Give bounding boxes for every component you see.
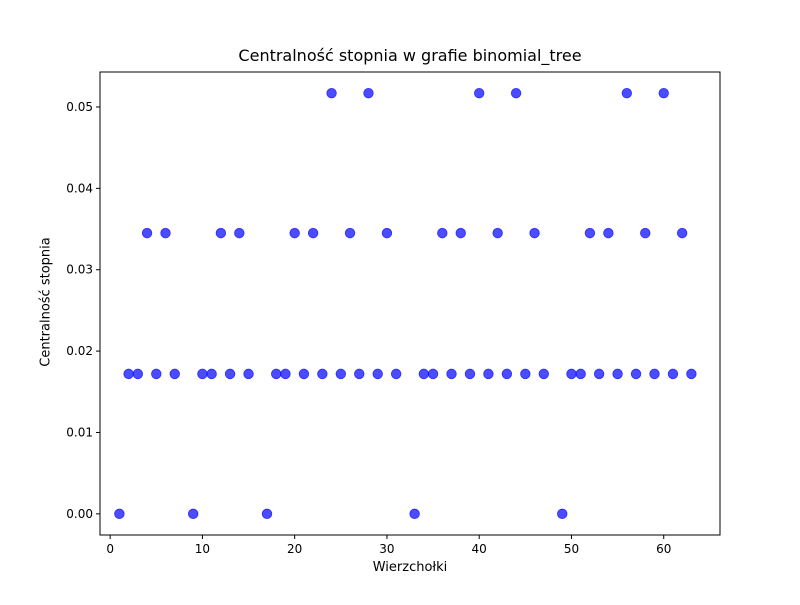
y-axis-label: Centralność stopnia [38, 237, 54, 367]
data-point [224, 368, 236, 380]
data-point [455, 227, 466, 239]
axes: 0 10 20 30 40 50 60 0.00 0.01 0.02 0.03 0.04 0.05 [66, 71, 721, 556]
data-point [529, 227, 540, 239]
data-point [390, 368, 402, 380]
data-point [418, 368, 430, 380]
data-point [289, 227, 300, 239]
data-point [197, 368, 208, 380]
data-point [271, 368, 282, 380]
x-tick-label: 40 [472, 542, 487, 556]
chart-title: Centralność stopnia w grafie binomial_tr… [238, 46, 582, 65]
data-point [234, 227, 245, 239]
x-tick-label: 50 [564, 542, 579, 556]
data-point [593, 368, 605, 380]
data-point [335, 368, 347, 380]
data-point [427, 368, 439, 380]
data-point [492, 227, 503, 239]
data-point [363, 87, 374, 99]
data-point [381, 227, 393, 239]
x-tick-label: 60 [656, 542, 671, 556]
data-point [658, 87, 669, 99]
data-point [243, 368, 254, 380]
y-tick-label: 0.01 [66, 425, 93, 439]
data-point [169, 368, 180, 380]
data-point [307, 227, 319, 239]
data-point [538, 368, 549, 380]
data-point [612, 368, 623, 380]
y-tick-label: 0.03 [66, 263, 93, 277]
data-point [510, 87, 522, 99]
data-point [473, 87, 485, 99]
data-point [566, 368, 577, 380]
data-point [187, 508, 199, 520]
y-tick-label: 0.02 [66, 344, 93, 358]
data-point [686, 368, 697, 380]
x-tick-label: 20 [287, 542, 302, 556]
data-point [298, 368, 310, 380]
data-point [464, 368, 476, 380]
data-point [584, 227, 596, 239]
data-point [372, 368, 383, 380]
data-point [520, 368, 531, 380]
data-point [261, 508, 273, 520]
data-point [215, 227, 227, 239]
data-point [483, 368, 494, 380]
x-tick-label: 0 [106, 542, 114, 556]
data-point [557, 508, 568, 520]
axes-frame [99, 71, 721, 536]
data-point [326, 87, 337, 99]
data-point [437, 227, 448, 239]
y-tick-label: 0.00 [66, 507, 93, 521]
y-tick-label: 0.04 [66, 181, 93, 195]
x-axis-label: Wierzchołki [372, 560, 448, 575]
data-point [409, 508, 420, 520]
data-point [667, 368, 679, 380]
data-point [280, 368, 291, 380]
data-point [114, 508, 125, 520]
x-tick-label: 10 [195, 542, 210, 556]
data-point [630, 368, 642, 380]
data-point [501, 368, 513, 380]
data-point [676, 227, 688, 239]
y-tick-label: 0.05 [66, 100, 93, 114]
data-point [317, 368, 328, 380]
data-point [123, 368, 134, 380]
data-point [206, 368, 217, 380]
data-point [354, 368, 365, 380]
data-points [114, 87, 697, 520]
data-point [575, 368, 586, 380]
data-point [649, 368, 660, 380]
data-point [603, 227, 614, 239]
data-point [344, 227, 356, 239]
data-point [151, 368, 162, 380]
data-point [640, 227, 651, 239]
data-point [141, 227, 153, 239]
data-point [160, 227, 171, 239]
data-point [621, 87, 633, 99]
x-tick-label: 30 [379, 542, 394, 556]
data-point [132, 368, 144, 380]
data-point [446, 368, 457, 380]
